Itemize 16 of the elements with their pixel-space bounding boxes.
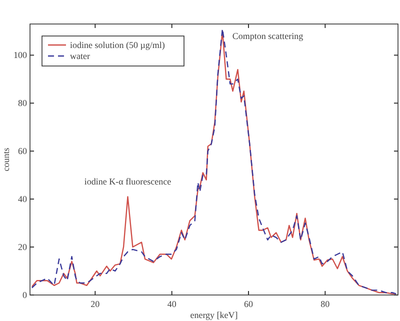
- y-tick-label: 20: [18, 242, 28, 252]
- y-tick-label: 40: [18, 194, 28, 204]
- y-tick-label: 80: [18, 98, 28, 108]
- x-tick-label: 20: [90, 299, 100, 309]
- y-tick-label: 0: [22, 290, 28, 300]
- x-tick-label: 60: [244, 299, 254, 309]
- x-tick-label: 40: [167, 299, 177, 309]
- y-tick-label: 100: [14, 50, 28, 60]
- x-tick-label: 80: [320, 299, 330, 309]
- legend-label: iodine solution (50 µg/ml): [70, 40, 165, 50]
- y-axis-title: counts: [1, 147, 11, 172]
- annotation: iodine K-α fluorescence: [84, 176, 172, 187]
- x-axis-title: energy [keV]: [190, 310, 238, 320]
- annotation: Compton scattering: [232, 31, 304, 42]
- y-tick-label: 60: [18, 146, 28, 156]
- legend-label: water: [70, 51, 90, 61]
